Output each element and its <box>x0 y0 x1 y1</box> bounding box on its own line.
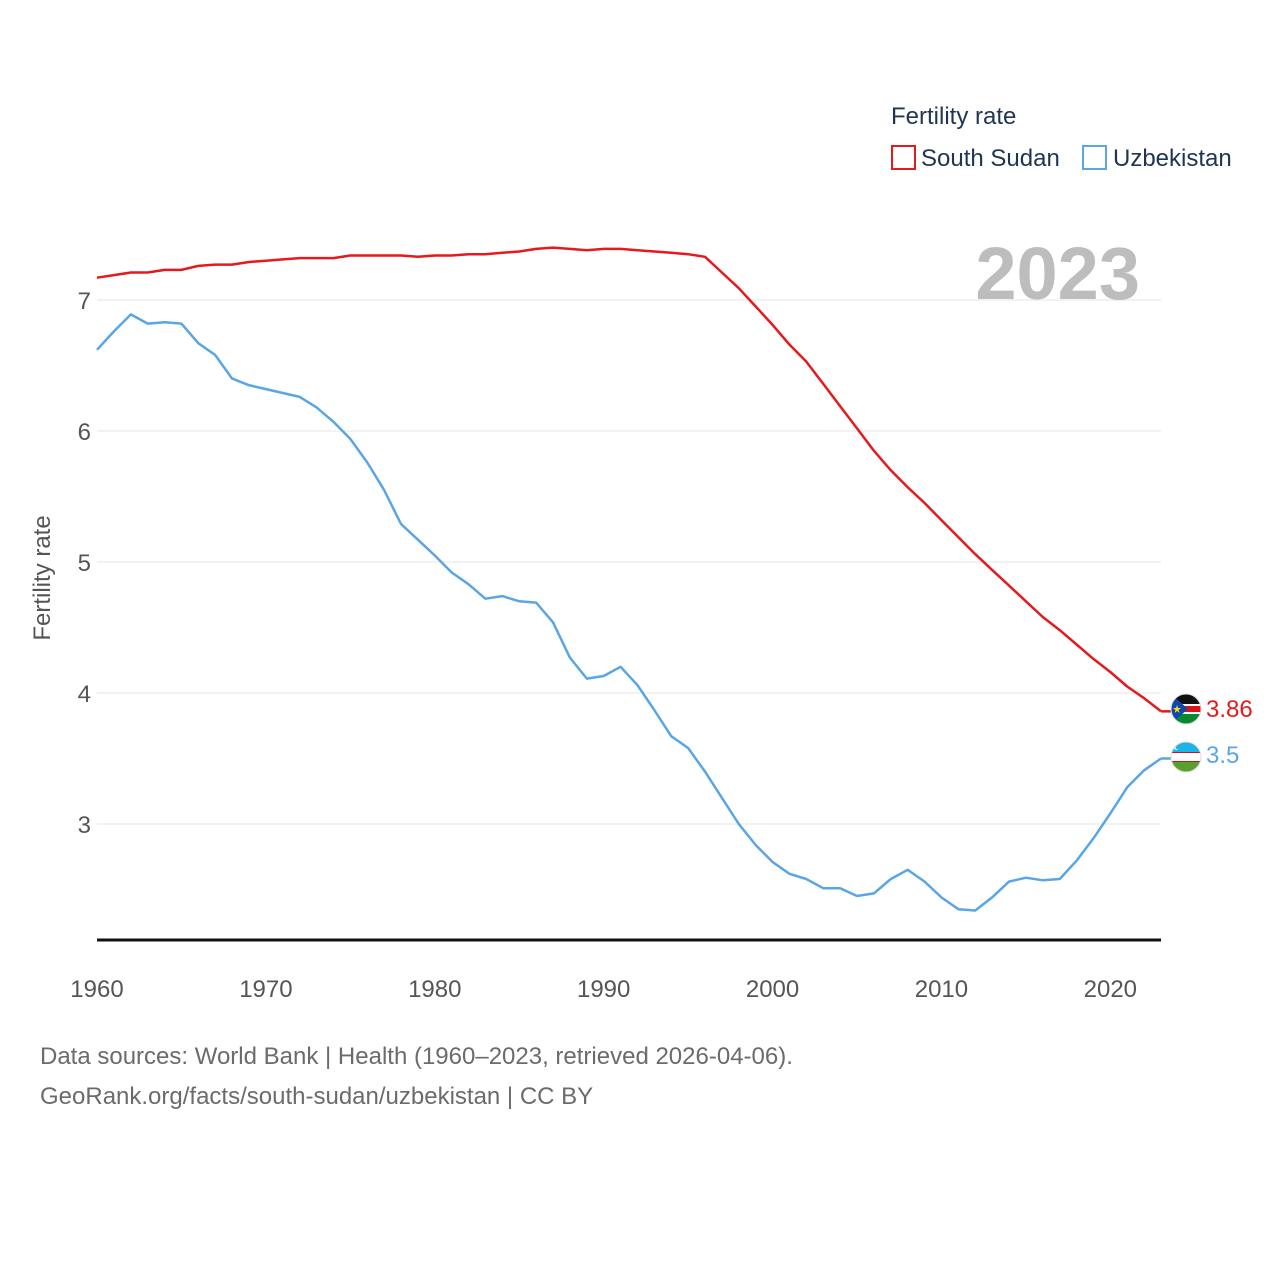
x-tick-label: 2020 <box>1084 976 1137 1003</box>
uzbekistan-end-value: 3.5 <box>1206 742 1239 769</box>
series-layer <box>96 246 1171 912</box>
series-line-uzbekistan <box>96 313 1162 912</box>
y-tick-label: 3 <box>78 812 91 839</box>
x-tick-label: 1970 <box>239 976 292 1003</box>
y-tick-label: 5 <box>78 550 91 577</box>
y-axis-ticks: 3 4 5 6 7 <box>78 288 91 839</box>
y-axis-label: Fertility rate <box>29 515 56 640</box>
y-tick-label: 4 <box>78 681 91 708</box>
x-axis-ticks: 1960 1970 1980 1990 2000 2010 2020 <box>70 976 1137 1003</box>
legend-label-south-sudan: South Sudan <box>921 145 1060 172</box>
legend-item-uzbekistan[interactable]: Uzbekistan <box>1082 145 1232 172</box>
current-year-label: 2023 <box>975 232 1140 315</box>
south-sudan-flag-icon <box>1171 694 1201 724</box>
x-tick-label: 2010 <box>915 976 968 1003</box>
south-sudan-end-value: 3.86 <box>1206 696 1253 723</box>
fertility-line-chart: 3 4 5 6 7 1960 1970 1980 1990 2000 2010 2020 Ferti… <box>29 103 1253 1003</box>
legend-title: Fertility rate <box>891 103 1016 130</box>
legend-swatch-uzbekistan <box>1082 145 1107 170</box>
uzbekistan-flag-icon <box>1171 742 1201 772</box>
x-tick-label: 2000 <box>746 976 799 1003</box>
footer-attribution: GeoRank.org/facts/south-sudan/uzbekistan… <box>40 1083 594 1110</box>
legend-item-south-sudan[interactable]: South Sudan <box>891 145 1060 172</box>
legend: Fertility rate South Sudan Uzbekistan <box>891 103 1232 172</box>
x-tick-label: 1960 <box>70 976 123 1003</box>
legend-label-uzbekistan: Uzbekistan <box>1113 145 1232 172</box>
x-tick-label: 1990 <box>577 976 630 1003</box>
footer-source: Data sources: World Bank | Health (1960–… <box>40 1043 793 1070</box>
series-line-south-sudan <box>96 246 1162 713</box>
gridlines <box>97 299 1161 825</box>
y-tick-label: 7 <box>78 288 91 315</box>
legend-swatch-south-sudan <box>891 145 916 170</box>
x-tick-label: 1980 <box>408 976 461 1003</box>
y-tick-label: 6 <box>78 419 91 446</box>
